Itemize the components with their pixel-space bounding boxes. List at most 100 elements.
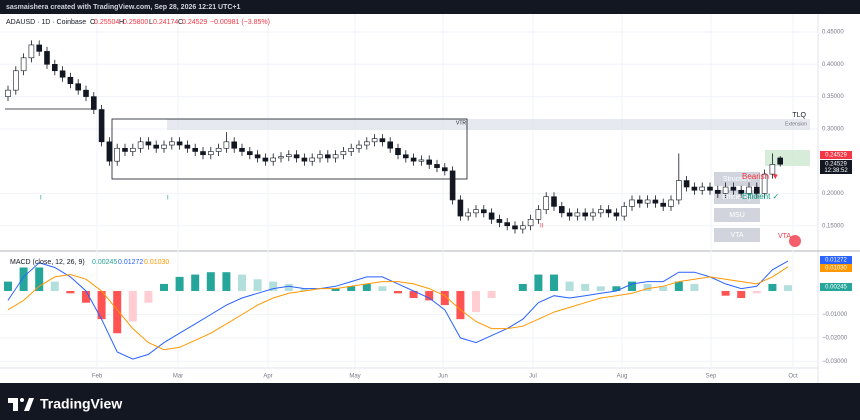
msu-button [714, 208, 760, 222]
macd-legend: MACD (close, 12, 26, 9) 0.00245 0.01272 … [10, 259, 169, 266]
candle-body [613, 212, 620, 217]
structure-button [714, 172, 760, 186]
candle-body [753, 186, 760, 194]
histogram-bar [362, 283, 371, 291]
candle-body [231, 141, 237, 149]
top-bar [0, 0, 860, 14]
candle-body [293, 154, 300, 159]
candle-body [59, 70, 66, 78]
candle-body [278, 156, 284, 159]
histogram-bar [596, 286, 605, 291]
histogram-bar [690, 283, 699, 291]
candle-body [473, 209, 479, 214]
histogram-value: 0.00245 [92, 259, 117, 266]
last-price: 0.24529 [825, 153, 847, 159]
candle-body [270, 157, 277, 162]
candle-body [426, 159, 433, 165]
candle-body [566, 212, 573, 217]
vta-signal: VTA [778, 233, 791, 240]
candle-body [535, 209, 542, 220]
candle-body [504, 222, 511, 227]
candle-body [200, 151, 206, 156]
candle-body [348, 147, 355, 152]
candle-body [519, 225, 526, 230]
candle-body [574, 212, 581, 217]
structure-text: Structure [723, 176, 752, 183]
marker: I [40, 196, 42, 202]
histogram-bar [82, 290, 90, 303]
candle-body [130, 147, 136, 152]
candle-body [340, 151, 347, 156]
candle-body [356, 144, 362, 149]
y-tick-label: −0.01000 [822, 312, 848, 318]
x-tick-label: Jun [438, 374, 448, 380]
candle-body [738, 189, 745, 194]
candle-body [746, 186, 752, 194]
histogram-bar [659, 286, 668, 291]
candle-body [91, 96, 97, 110]
histogram-bar [50, 281, 59, 291]
histogram-bar [19, 267, 28, 291]
ohlc-key: L [149, 19, 153, 26]
candle-body [332, 154, 339, 159]
x-tick-label: Feb [92, 374, 103, 380]
symbol: ADAUSD · 1D · Coinbase [6, 19, 86, 26]
candle-body [169, 141, 175, 146]
footer: TradingView [0, 383, 860, 420]
candle-body [5, 89, 11, 97]
candle-body [208, 151, 214, 156]
credit: sasmaishera created with TradingView.com… [6, 4, 241, 11]
macd-box [820, 256, 852, 264]
price-box [820, 160, 852, 174]
candle-body [551, 196, 557, 207]
candle-body [480, 209, 487, 214]
vtr-label: VTR [456, 120, 466, 126]
y-tick-label: −0.03000 [822, 359, 848, 365]
histogram-bar [378, 286, 387, 291]
vta-button [714, 228, 760, 242]
ohlc-key: O [90, 19, 96, 26]
candle-body [457, 199, 464, 217]
candle-body [67, 76, 74, 84]
x-tick-label: Oct [788, 374, 798, 380]
tlq-zone [167, 119, 810, 130]
histogram-bar [394, 290, 402, 294]
histogram-bar [643, 283, 652, 291]
histogram-bar [191, 274, 200, 291]
candle-body [714, 189, 721, 194]
candle-body [410, 157, 417, 162]
candle-body [20, 57, 27, 72]
histogram-bar [425, 290, 434, 301]
histogram-bar [472, 290, 480, 313]
tlq-label: TLQ [792, 112, 806, 119]
candle-body [379, 138, 386, 143]
candle-body [75, 83, 81, 91]
histogram-bar [612, 286, 621, 291]
histogram-bar [4, 281, 12, 291]
histogram-bar [581, 283, 590, 291]
histogram-bar [550, 274, 558, 291]
candle-body [309, 157, 316, 162]
candle-body [317, 154, 323, 159]
ohlc-value: 0.24174 [153, 19, 178, 26]
histogram-bar [487, 290, 496, 299]
candle-body [777, 157, 784, 165]
histogram-bar [409, 290, 418, 299]
candle-body [597, 209, 604, 214]
candle-body [106, 141, 113, 162]
x-tick-label: Jul [529, 374, 537, 380]
bottom-bar [0, 383, 860, 420]
efficiency-text: Efficiency [722, 194, 752, 201]
x-tick-label: Mar [173, 374, 183, 380]
histogram-bar [175, 276, 184, 291]
brand: TradingView [40, 396, 122, 412]
candle-body [262, 157, 269, 162]
candle-body [683, 180, 690, 188]
candle-body [387, 141, 394, 149]
candle-body [691, 186, 698, 191]
histogram-bar [674, 281, 683, 291]
marker: I [167, 196, 169, 202]
candle-body [636, 199, 643, 204]
candle-body [449, 170, 456, 201]
macd-title: MACD (close, 12, 26, 9) [10, 259, 85, 266]
